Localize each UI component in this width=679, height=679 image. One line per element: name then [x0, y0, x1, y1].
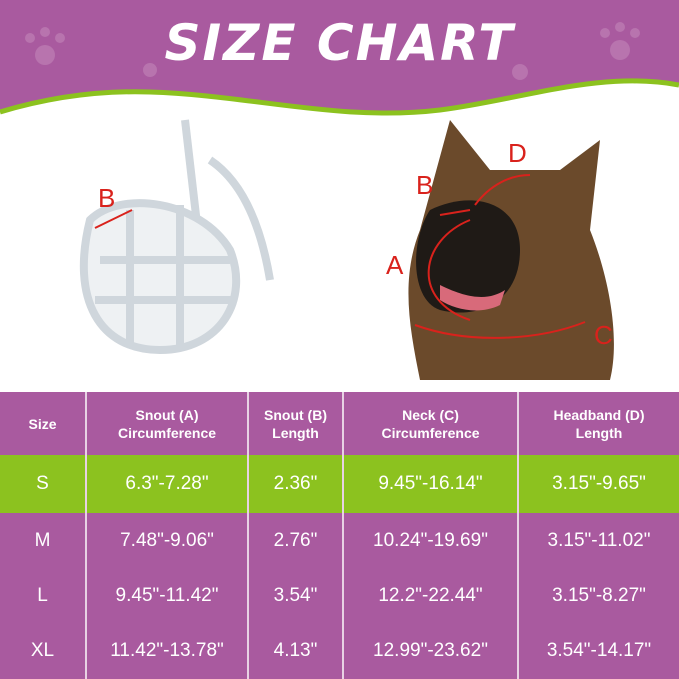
- cell: 4.13": [247, 623, 343, 679]
- cell: 3.15"-11.02": [517, 512, 679, 569]
- size-table: Size Snout (A) Circumference Snout (B) Len…: [0, 392, 679, 679]
- cell: 3.15"-8.27": [517, 568, 679, 624]
- table-row: XL 11.42"-13.78" 4.13" 12.99"-23.62" 3.54"-1…: [0, 623, 679, 679]
- cell: 2.36": [247, 455, 343, 513]
- table-row: M 7.48"-9.06" 2.76" 10.24"-19.69" 3.15"-11.0…: [0, 512, 679, 569]
- label-c: C: [594, 320, 613, 350]
- label-a: A: [386, 250, 404, 280]
- label-b: B: [416, 170, 434, 200]
- cell: 12.2"-22.44": [342, 568, 518, 624]
- cell: 3.54": [247, 568, 343, 624]
- cell: 9.45"-11.42": [85, 568, 248, 624]
- header-headband-length: Headband (D) Length: [517, 392, 679, 456]
- muzzle-image: [79, 119, 274, 355]
- cell: 2.76": [247, 512, 343, 569]
- cell: 7.48"-9.06": [85, 512, 248, 569]
- cell-size: L: [37, 584, 48, 606]
- header-snout-length: Snout (B) Length: [247, 392, 343, 456]
- label-b-muzzle: B: [98, 183, 116, 213]
- label-d: D: [508, 138, 527, 168]
- table-header: Size Snout (A) Circumference Snout (B) Len…: [0, 392, 679, 456]
- cell-size: XL: [30, 640, 55, 662]
- cell: 10.24"-19.69": [342, 512, 518, 569]
- measurement-arrows: [94, 174, 586, 339]
- cell: 9.45"-16.14": [342, 455, 518, 513]
- header-snout-circumference: Snout (A) Circumference: [85, 392, 248, 456]
- table-row: L 9.45"-11.42" 3.54" 12.2"-22.44" 3.15"-8.27…: [0, 568, 679, 624]
- cell: 11.42"-13.78": [85, 623, 248, 679]
- page-title: SIZE CHART: [164, 14, 515, 72]
- header-banner: [0, 0, 679, 116]
- cell: 6.3"-7.28": [85, 455, 248, 513]
- header-size: Size: [28, 415, 57, 432]
- cell: 3.54"-14.17": [517, 623, 679, 679]
- product-images: [79, 119, 614, 380]
- cell: 12.99"-23.62": [342, 623, 518, 679]
- paw-print-icon: [25, 22, 640, 80]
- table-row: S 6.3"-7.28" 2.36" 9.45"-16.14" 3.15"-9.65": [0, 455, 679, 513]
- header-neck-circumference: Neck (C) Circumference: [342, 392, 518, 456]
- cell-size: S: [36, 473, 49, 495]
- cell: 3.15"-9.65": [517, 455, 679, 513]
- cell-size: M: [34, 529, 51, 551]
